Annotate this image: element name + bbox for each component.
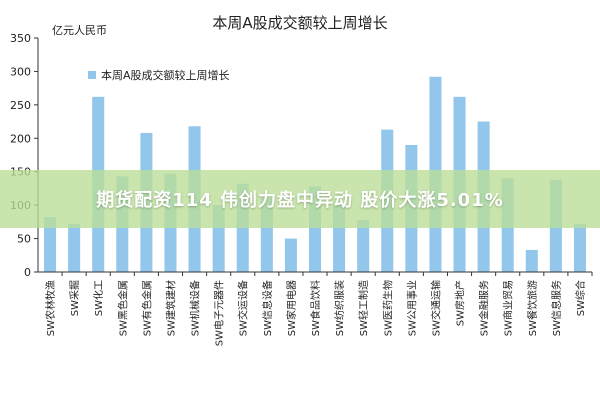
bar: [357, 219, 370, 272]
y-axis: 050100150200250300350: [10, 32, 39, 279]
bar: [284, 238, 297, 272]
x-category-label: SW纺织服装: [333, 280, 346, 336]
news-overlay-text: 期货配资114 伟创力盘中异动 股价大涨5.01%: [96, 190, 504, 211]
x-category-label: SW农林牧渔: [44, 280, 57, 336]
news-overlay-banner: 期货配资114 伟创力盘中异动 股价大涨5.01%: [0, 170, 600, 228]
x-category-label: SW信息设备: [261, 280, 274, 336]
legend-swatch: [88, 71, 96, 79]
x-category-label: SW采掘: [68, 280, 81, 316]
x-category-label: SW医药生物: [381, 280, 394, 336]
x-category-label: SW交通运输: [429, 280, 442, 336]
y-tick-label: 200: [10, 132, 31, 145]
x-category-label: SW建筑建材: [164, 280, 177, 336]
legend: 本周A股成交额较上周增长: [88, 68, 230, 82]
x-category-label: SW化工: [92, 280, 105, 316]
x-category-label: SW家用电器: [285, 280, 298, 336]
x-category-label: SW电子元器件: [213, 280, 226, 346]
unit-label: 亿元人民币: [52, 24, 107, 37]
y-tick-label: 300: [10, 65, 31, 78]
x-category-label: SW机械设备: [189, 280, 202, 336]
x-category-label: SW餐饮旅游: [526, 280, 539, 336]
bar: [44, 217, 57, 272]
chart-title: 本周A股成交额较上周增长: [212, 14, 387, 32]
y-tick-label: 350: [10, 32, 31, 45]
x-category-label: SW轻工制造: [357, 280, 370, 336]
x-category-label: SW黑色金属: [116, 280, 129, 336]
bar: [525, 249, 538, 272]
y-tick-label: 0: [24, 266, 31, 279]
bar: [68, 223, 81, 272]
x-category-label: SW房地产: [454, 280, 467, 326]
y-tick-label: 250: [10, 99, 31, 112]
x-category-label: SW金融服务: [478, 280, 491, 336]
x-axis: SW农林牧渔 SW采掘 SW化工 SW黑色金属 SW有色金属 SW建筑建材 SW机械设备 SW…: [38, 271, 593, 346]
x-category-label: SW综合: [574, 280, 587, 316]
y-tick-label: 50: [17, 233, 31, 246]
x-category-label: SW商业贸易: [502, 280, 515, 336]
x-category-label: SW食品饮料: [309, 280, 322, 336]
bar: [573, 223, 586, 272]
legend-label: 本周A股成交额较上周增长: [101, 68, 230, 82]
x-category-label: SW公用事业: [405, 280, 418, 336]
x-category-label: SW交运设备: [237, 280, 250, 336]
x-category-label: SW有色金属: [140, 280, 153, 336]
x-category-label: SW信息服务: [550, 280, 563, 336]
